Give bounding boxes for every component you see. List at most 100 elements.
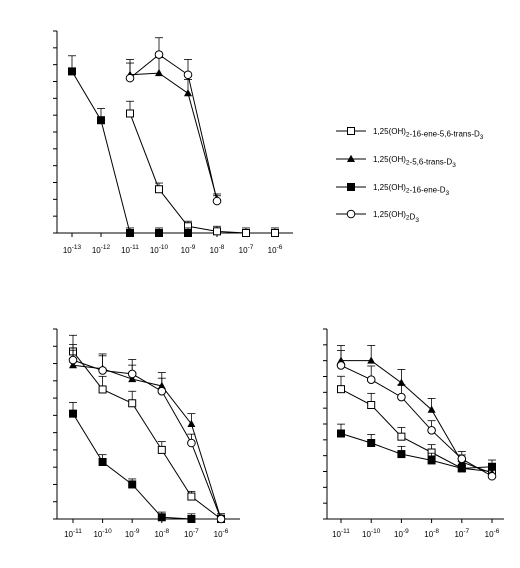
series-filled-square <box>69 402 196 523</box>
data-point <box>367 401 376 409</box>
data-point <box>427 405 436 413</box>
data-point <box>457 464 466 473</box>
series-line <box>72 359 222 520</box>
legend-marker <box>347 127 355 135</box>
data-point <box>183 70 193 80</box>
series-line <box>340 364 493 477</box>
data-point <box>367 356 376 364</box>
x-tick-label: 10-8 <box>424 528 439 539</box>
legend-label: 1,25(OH)2-16-ene-D3 <box>373 183 450 197</box>
legend-marker <box>346 209 356 219</box>
x-tick-label: 10-11 <box>332 528 350 539</box>
legend-item: 1,25(OH)2D3 <box>336 209 419 224</box>
x-tick-label: 10-6 <box>214 528 229 539</box>
series-open-square <box>126 100 279 237</box>
data-point <box>155 229 163 237</box>
data-point <box>187 419 196 427</box>
series-line <box>341 360 493 474</box>
x-tick-label: 10-8 <box>210 244 225 255</box>
data-point <box>187 492 196 501</box>
data-point <box>242 229 250 237</box>
data-point <box>337 429 345 438</box>
data-point <box>487 471 497 481</box>
x-tick-label: 10-6 <box>485 528 500 539</box>
data-point <box>157 513 166 522</box>
data-point <box>68 67 76 76</box>
series-line <box>72 413 192 520</box>
x-tick-label: 10-7 <box>184 528 199 539</box>
series-open-square <box>69 334 225 523</box>
data-point <box>187 515 196 523</box>
data-point <box>97 116 105 125</box>
x-tick-label: 10-10 <box>362 528 381 539</box>
series-open-circle <box>336 350 497 481</box>
data-point <box>128 480 137 489</box>
data-point <box>155 68 163 77</box>
data-point <box>98 458 107 466</box>
x-tick-label: 10-10 <box>93 528 112 539</box>
x-tick-label: 10-9 <box>394 528 409 539</box>
data-point <box>427 456 436 465</box>
data-point <box>397 392 406 402</box>
series-open-square <box>337 375 496 476</box>
data-point <box>154 50 164 59</box>
chart-panel-mcf7: 10-11 10-10 10-9 10-8 10-7 10-6 <box>53 328 240 539</box>
data-point <box>69 409 77 418</box>
data-point <box>397 432 406 441</box>
series-open-circle <box>125 37 222 206</box>
data-point <box>212 196 222 206</box>
legend-item: 1,25(OH)2-16-ene-5,6-trans-D3 <box>336 127 484 141</box>
data-point <box>184 89 192 97</box>
chart-panel-hl-60: 10-13 10-12 10-11 10-10 10-9 10-8 10-7 10-6 <box>53 30 293 255</box>
legend-item: 1,25(OH)2-5,6-trans-D3 <box>336 154 456 169</box>
data-point <box>488 462 496 471</box>
x-tick-label: 10-6 <box>268 244 283 255</box>
series-line <box>129 53 218 202</box>
chart-panel-lncap: 10-11 10-10 10-9 10-8 10-7 10-6 <box>323 328 504 539</box>
series-filled-square <box>68 55 192 237</box>
data-point <box>397 378 406 386</box>
data-point <box>337 385 345 394</box>
x-tick-label: 10-9 <box>125 528 140 539</box>
series-line <box>340 388 493 472</box>
data-point <box>155 185 163 194</box>
legend-label: 1,25(OH)2-5,6-trans-D3 <box>373 155 456 169</box>
data-point <box>157 386 167 396</box>
x-tick-label: 10-11 <box>121 244 139 255</box>
data-point <box>98 366 107 375</box>
series-line <box>340 433 493 469</box>
data-point <box>187 438 196 448</box>
legend-item: 1,25(OH)2-16-ene-D3 <box>336 183 450 197</box>
series-open-circle <box>68 344 226 524</box>
data-point <box>336 361 346 370</box>
series-line <box>72 364 222 520</box>
data-point <box>397 450 406 459</box>
legend: 1,25(OH)2-16-ene-5,6-trans-D3 1,25(OH)2-5… <box>336 127 484 224</box>
data-point <box>271 229 279 237</box>
data-point <box>157 445 166 454</box>
legend-marker <box>347 183 355 191</box>
x-tick-label: 10-9 <box>181 244 196 255</box>
data-point <box>366 375 376 384</box>
legend-label: 1,25(OH)2-16-ene-5,6-trans-D3 <box>373 127 484 141</box>
x-tick-label: 10-8 <box>154 528 169 539</box>
data-point <box>213 227 221 236</box>
series-line <box>71 71 188 234</box>
series-line <box>129 72 218 200</box>
legend-marker <box>347 154 355 162</box>
data-point <box>126 109 134 118</box>
data-point <box>427 426 436 435</box>
data-point <box>125 73 135 83</box>
data-point <box>69 361 77 369</box>
series-filled-triangle <box>126 57 221 203</box>
x-tick-label: 10-7 <box>454 528 469 539</box>
data-point <box>68 355 78 365</box>
series-line <box>129 113 275 234</box>
legend-label: 1,25(OH)2D3 <box>373 210 419 224</box>
x-tick-label: 10-10 <box>150 244 169 255</box>
data-point <box>127 369 137 379</box>
data-point <box>128 399 137 408</box>
data-point <box>457 454 467 464</box>
x-tick-label: 10-12 <box>92 244 111 255</box>
